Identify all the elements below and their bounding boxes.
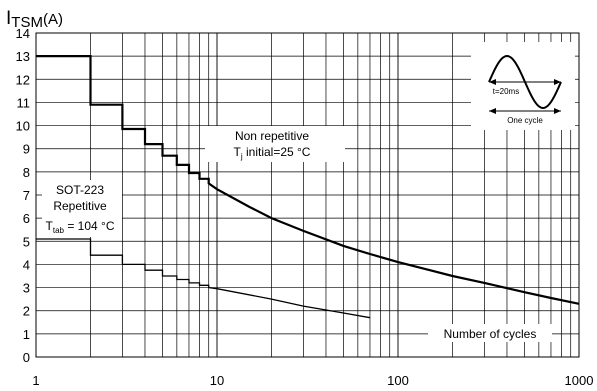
y-tick-label: 2: [23, 304, 30, 319]
condition-tj-label: Tj initial=25 °C: [234, 145, 311, 161]
non-repetitive-label: Non repetitive Tj initial=25 °C: [205, 126, 345, 162]
x-tick-label: 1000: [565, 373, 594, 388]
sot223-label: SOT-223 Repetitive Ttab = 104 °C: [42, 180, 122, 237]
series-lines: [36, 55, 580, 319]
y-axis-label: ITSM(A): [6, 8, 63, 31]
series-label-sot223: SOT-223: [56, 183, 104, 197]
y-tick-label: 0: [23, 350, 30, 365]
x-tick-label: 1: [32, 373, 39, 388]
cycle-label: One cycle: [507, 116, 543, 125]
x-tick-label: 10: [210, 373, 224, 388]
series-line-repetitive: [36, 238, 371, 319]
y-tick-label: 13: [16, 49, 30, 64]
y-tick-label: 6: [23, 211, 30, 226]
y-tick-label: 3: [23, 281, 30, 296]
period-arrow-head-right: [554, 79, 561, 85]
y-tick-label: 8: [23, 165, 30, 180]
y-tick-label: 5: [23, 234, 30, 249]
y-tick-label: 14: [16, 26, 30, 41]
waveform-inset: t=20ms One cycle: [471, 42, 575, 130]
y-tick-label: 9: [23, 142, 30, 157]
y-tick-label: 11: [17, 95, 31, 110]
plot-frame: [35, 32, 580, 358]
cycle-arrow-head-left: [489, 108, 496, 114]
y-tick-label: 1: [23, 327, 30, 342]
condition-ttab-label: Ttab = 104 °C: [46, 219, 115, 235]
x-axis-label: Number of cycles: [444, 327, 537, 341]
x-axis-label-box: Number of cycles: [428, 324, 552, 342]
period-label: t=20ms: [493, 87, 519, 96]
y-tick-label: 7: [23, 188, 30, 203]
y-tick-label: 4: [23, 257, 30, 272]
cycle-arrow-head-right: [554, 108, 561, 114]
y-tick-label: 12: [16, 72, 30, 87]
series-label-repetitive: Repetitive: [53, 199, 107, 213]
series-label-non-repetitive: Non repetitive: [235, 129, 309, 143]
period-arrow-head-left: [489, 79, 496, 85]
x-tick-label: 100: [387, 373, 409, 388]
x-tick-labels: 1 10 100 1000: [32, 373, 593, 388]
series-line-non-repetitive: [36, 55, 580, 305]
y-tick-label: 10: [16, 119, 30, 134]
